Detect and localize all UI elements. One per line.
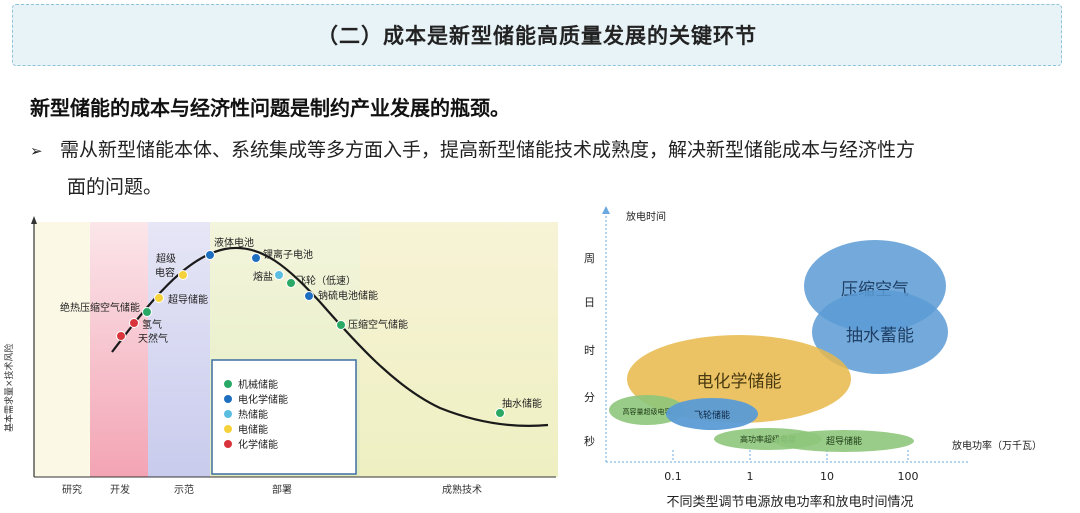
bullet-line-2: 面的问题。 xyxy=(67,176,163,198)
legend-dot-electrochemical-icon xyxy=(224,395,232,403)
bubble-label: 高容量超级电容 xyxy=(623,407,672,416)
legend-label: 电储能 xyxy=(238,423,268,436)
curve-point-hydrogen xyxy=(129,318,139,328)
x-tick-label: 100 xyxy=(898,470,919,483)
phase-label-research: 研究 xyxy=(62,483,82,496)
y-tick-second: 秒 xyxy=(584,434,595,448)
curve-point-flow-battery xyxy=(205,250,215,260)
curve-label: 绝热压缩空气储能 xyxy=(60,301,140,314)
x-tick-label: 10 xyxy=(820,470,834,483)
bubble-label: 超导储能 xyxy=(826,435,862,447)
maturity-curve xyxy=(111,246,549,428)
curve-label: 液体电池 xyxy=(214,236,254,249)
legend-dot-electrical-icon xyxy=(224,425,232,433)
curve-label: 超级 xyxy=(156,252,176,265)
x-tick-label: 1 xyxy=(747,470,754,483)
chart-caption: 不同类型调节电源放电功率和放电时间情况 xyxy=(666,494,913,510)
curve-point-natural-gas xyxy=(116,331,126,341)
curve-point-molten-salt xyxy=(274,270,284,280)
curve-point-smes xyxy=(154,293,164,303)
curve-label: 钠硫电池储能 xyxy=(318,289,378,302)
legend-item: 热储能 xyxy=(224,408,268,421)
curve-point-nas xyxy=(304,291,314,301)
phase-band-research xyxy=(34,222,90,477)
curve-label: 飞轮（低速） xyxy=(296,274,356,287)
phase-label-mature: 成熟技术 xyxy=(442,483,482,496)
section-title: （二）成本是新型储能高质量发展的关键环节 xyxy=(317,24,757,48)
phase-band-demonstration xyxy=(148,222,210,477)
legend-item: 电化学储能 xyxy=(224,393,288,406)
bubble-flywheel xyxy=(666,398,758,430)
legend-item: 电储能 xyxy=(224,423,268,436)
right-chart-xlabel: 放电功率（万千瓦） xyxy=(952,439,1042,452)
bubble-label: 飞轮储能 xyxy=(694,409,730,421)
headline: 新型储能的成本与经济性问题是制约产业发展的瓶颈。 xyxy=(30,96,510,120)
legend-label: 化学储能 xyxy=(238,438,278,451)
legend-dot-chemical-icon xyxy=(224,440,232,448)
curve-label: 超导储能 xyxy=(168,293,208,306)
left-chart-ylabel: 基本需求量×技术风险 xyxy=(3,343,15,432)
phase-label-demonstration: 示范 xyxy=(174,483,194,496)
bubble-high-capacity-supercap xyxy=(609,395,685,425)
x-tick-label: 0.1 xyxy=(664,470,682,483)
maturity-curve-svg: 基本需求量×技术风险 研究 开发 示范 部署 成熟技术 机械储能 电化学储能 热… xyxy=(3,216,558,496)
curve-label: 氢气 xyxy=(142,318,162,331)
curve-point-caes xyxy=(336,320,346,330)
right-chart-ylabel: 放电时间 xyxy=(626,210,666,223)
curve-label: 压缩空气储能 xyxy=(348,318,408,331)
curve-point-supercapacitor xyxy=(178,270,188,280)
section-title-banner: （二）成本是新型储能高质量发展的关键环节 xyxy=(12,4,1062,66)
legend-label: 电化学储能 xyxy=(238,393,288,406)
bubble-label: 电化学储能 xyxy=(697,372,782,392)
maturity-curve-figure: 基本需求量×技术风险 研究 开发 示范 部署 成熟技术 机械储能 电化学储能 热… xyxy=(0,212,560,513)
curve-point-adiabatic-caes xyxy=(142,307,152,317)
bubble-pumped-hydro xyxy=(812,290,948,374)
legend-dot-mechanical-icon xyxy=(224,380,232,388)
curve-label: 电容 xyxy=(155,266,175,279)
curve-label: 熔盐 xyxy=(253,270,273,283)
bullet-paragraph: ➢ 需从新型储能本体、系统集成等多方面入手，提高新型储能技术成熟度，解决新型储能成… xyxy=(30,132,1040,205)
y-tick-week: 周 xyxy=(584,252,595,265)
legend-item: 机械储能 xyxy=(224,378,278,391)
legend-item: 化学储能 xyxy=(224,438,278,451)
bullet-line-1: 需从新型储能本体、系统集成等多方面入手，提高新型储能技术成熟度，解决新型储能成本… xyxy=(60,139,916,161)
y-axis-arrow-icon xyxy=(602,206,610,214)
bubble-smes xyxy=(774,430,914,452)
bubble-label: 高功率超级电容 xyxy=(740,434,796,444)
bubble-electrochemical xyxy=(627,335,851,423)
bubble-label: 抽水蓄能 xyxy=(846,326,914,346)
legend-box xyxy=(211,359,357,475)
curve-point-flywheel xyxy=(286,278,296,288)
y-tick-minute: 分 xyxy=(584,391,595,404)
phase-label-deployment: 部署 xyxy=(272,483,292,496)
legend-label: 热储能 xyxy=(238,408,268,421)
legend-dot-thermal-icon xyxy=(224,410,232,418)
y-axis-arrow-icon xyxy=(31,216,37,224)
y-tick-hour: 时 xyxy=(584,344,595,357)
curve-label: 锂离子电池 xyxy=(263,248,313,261)
curve-point-pumped-hydro xyxy=(495,408,505,418)
power-duration-svg: 放电时间 放电功率（万千瓦） 周 日 时 分 秒 0.1 1 10 100 压缩… xyxy=(584,206,1042,510)
curve-label: 天然气 xyxy=(138,332,168,345)
power-duration-figure: 放电时间 放电功率（万千瓦） 周 日 时 分 秒 0.1 1 10 100 压缩… xyxy=(570,204,1070,513)
bullet-arrow-icon: ➢ xyxy=(30,142,43,160)
curve-label: 抽水储能 xyxy=(502,397,542,410)
y-tick-day: 日 xyxy=(584,296,595,309)
phase-label-development: 开发 xyxy=(110,483,130,496)
curve-point-lithium-ion xyxy=(251,253,261,263)
legend-label: 机械储能 xyxy=(238,378,278,391)
phase-band-development xyxy=(90,222,148,477)
